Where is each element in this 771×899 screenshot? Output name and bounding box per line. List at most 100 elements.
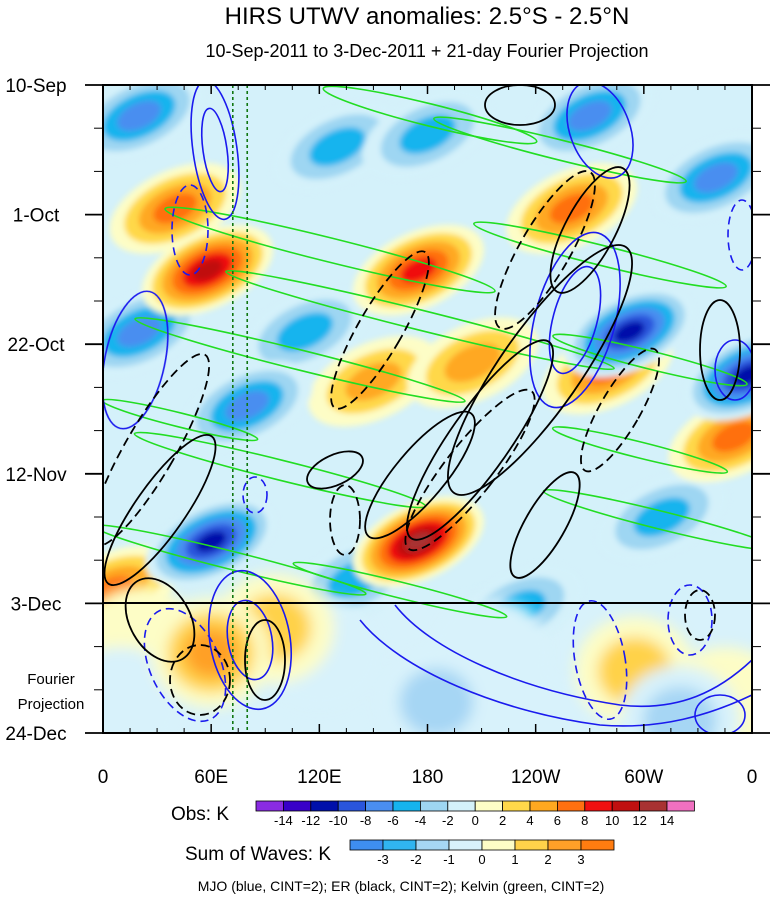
anomaly-cell <box>733 364 752 386</box>
er-contour-dashed <box>580 347 660 473</box>
colorbar-tick-label: 8 <box>581 813 588 828</box>
y-tick-label: 1-Oct <box>13 206 60 227</box>
kelvin-contour <box>103 524 367 596</box>
mjo-contour <box>359 619 752 727</box>
mjo-contour <box>394 604 752 708</box>
er-contour <box>103 433 217 587</box>
er-contour <box>306 450 364 490</box>
anomaly-cell <box>614 321 645 343</box>
colorbar-tick-label: 2 <box>499 813 506 828</box>
mjo-contour-dashed <box>242 476 268 514</box>
x-tick-label: 180 <box>412 767 444 788</box>
colorbar-box <box>666 800 695 812</box>
anomaly-cell <box>712 421 752 452</box>
er-contour <box>124 577 196 663</box>
kelvin-contour <box>292 561 508 619</box>
colorbar-tick-label: -1 <box>443 852 455 867</box>
kelvin-contour <box>433 116 687 184</box>
anomaly-cell <box>444 343 501 383</box>
mjo-contour <box>694 694 746 733</box>
anomaly-cell <box>192 259 223 281</box>
colorbar-box <box>481 839 516 851</box>
y-tick-label: 24-Dec <box>5 724 66 745</box>
colorbar-tick-label: 10 <box>605 813 619 828</box>
er-contour <box>509 471 581 579</box>
colorbar-tick-label: 4 <box>526 813 533 828</box>
mjo-contour <box>714 339 752 401</box>
colorbar-box <box>282 800 312 812</box>
colorbar-tick-label: -2 <box>442 813 454 828</box>
kelvin-contour <box>552 333 748 387</box>
colorbar-tick-label: -14 <box>274 813 293 828</box>
chart-title: HIRS UTWV anomalies: 2.5°S - 2.5°N <box>225 3 630 30</box>
er-contour-dashed <box>684 589 716 641</box>
colorbar-box <box>365 800 394 812</box>
er-contour <box>406 339 554 541</box>
x-axis: 0 60E 120E 180 120W 60W 0 <box>98 85 758 788</box>
colorbar-box <box>349 839 384 851</box>
colorbar-box <box>337 800 367 812</box>
projection-label-line2: Projection <box>18 696 85 713</box>
colorbar-tick-label: -10 <box>329 813 348 828</box>
colorbar-tick-label: -2 <box>410 852 422 867</box>
colorbar-tick-label: 6 <box>554 813 561 828</box>
colorbar-box <box>415 839 450 851</box>
mjo-contours <box>103 85 752 733</box>
colorbar-tick-label: 2 <box>544 852 551 867</box>
colorbar-tick-label: 12 <box>632 813 646 828</box>
projection-cell <box>399 668 474 733</box>
colorbar-tick-label: 1 <box>511 852 518 867</box>
x-tick-label: 0 <box>98 767 109 788</box>
colorbar-box <box>639 800 668 812</box>
anomaly-cell <box>117 100 161 131</box>
er-contour <box>244 619 286 701</box>
colorbar-box <box>529 800 558 812</box>
colorbar-box <box>474 800 504 812</box>
y-tick-label: 22-Oct <box>7 335 65 356</box>
y-axis: 10-Sep 1-Oct 22-Oct 12-Nov 3-Dec 24-Dec <box>5 76 770 745</box>
er-contour-dashed <box>494 170 596 330</box>
mjo-contour-dashed <box>667 584 713 656</box>
er-contour-dashed <box>329 484 361 556</box>
kelvin-contour <box>551 426 729 474</box>
colorbar-tick-label: 0 <box>472 813 479 828</box>
anomaly-cell <box>276 312 333 352</box>
colorbar-box <box>557 800 586 812</box>
plot-area <box>103 85 752 733</box>
er-contour-dashed <box>169 644 231 716</box>
anomaly-cell <box>309 127 366 167</box>
colorbar-box <box>382 839 417 851</box>
er-contours <box>103 85 741 701</box>
colorbar-box <box>584 800 613 812</box>
x-tick-label: 120W <box>511 767 561 788</box>
x-tick-label: 60W <box>624 767 663 788</box>
colorbar-tick-label: 14 <box>660 813 674 828</box>
projection-label-line1: Fourier <box>27 671 75 688</box>
x-tick-label: 0 <box>747 767 758 788</box>
colorbar-box <box>310 800 339 812</box>
colorbar-tick-label: -8 <box>360 813 372 828</box>
observed-anomaly-field <box>103 85 752 655</box>
mjo-contour-dashed <box>572 599 628 721</box>
mjo-contour <box>548 265 602 375</box>
mjo-contour <box>207 569 293 711</box>
er-contours-negative <box>103 170 716 716</box>
anomaly-cell <box>153 193 197 224</box>
colorbar-tick-label: -6 <box>387 813 399 828</box>
anomaly-cell <box>567 100 612 131</box>
kelvin-contours <box>103 85 752 619</box>
colorbar-box <box>447 800 476 812</box>
er-contour <box>484 85 556 126</box>
anomaly-cell <box>694 162 738 193</box>
mjo-contour-dashed <box>727 199 752 271</box>
kelvin-contour <box>164 206 496 294</box>
mjo-contour <box>200 107 230 193</box>
colorbar-tick-label: -4 <box>415 813 427 828</box>
er-contour <box>364 410 476 540</box>
x-tick-label: 60E <box>194 767 228 788</box>
waves-colorbar-label: Sum of Waves: K <box>185 844 331 865</box>
reference-longitude-lines <box>232 85 249 733</box>
er-contour-dashed <box>103 353 211 547</box>
colorbar-box <box>502 800 531 812</box>
